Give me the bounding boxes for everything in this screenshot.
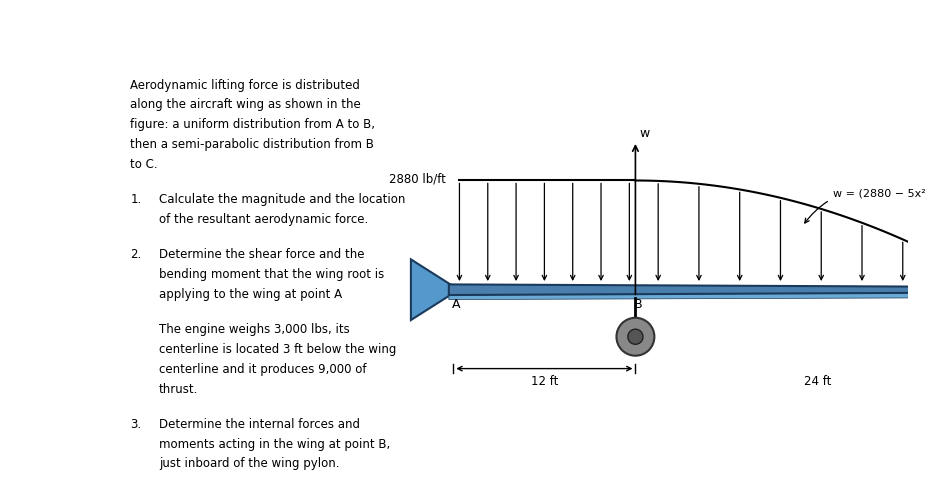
Text: moments acting in the wing at point B,: moments acting in the wing at point B, (159, 437, 390, 451)
Circle shape (616, 318, 654, 356)
Text: then a semi-parabolic distribution from B: then a semi-parabolic distribution from … (130, 138, 375, 151)
Text: 12 ft: 12 ft (531, 375, 558, 388)
Text: 1.: 1. (130, 193, 142, 206)
Text: w: w (640, 126, 650, 139)
Text: figure: a uniform distribution from A to B,: figure: a uniform distribution from A to… (130, 119, 375, 131)
Text: Calculate the magnitude and the location: Calculate the magnitude and the location (159, 193, 405, 206)
Text: The engine weighs 3,000 lbs, its: The engine weighs 3,000 lbs, its (159, 323, 349, 336)
Circle shape (628, 329, 643, 344)
Text: centerline is located 3 ft below the wing: centerline is located 3 ft below the win… (159, 343, 397, 356)
Text: w = (2880 − 5x²) lb/ft: w = (2880 − 5x²) lb/ft (805, 189, 927, 223)
Text: Aerodynamic lifting force is distributed: Aerodynamic lifting force is distributed (130, 78, 360, 92)
Text: Determine the shear force and the: Determine the shear force and the (159, 248, 364, 261)
Text: B: B (634, 298, 642, 311)
Polygon shape (449, 284, 927, 295)
Text: 2880 lb/ft: 2880 lb/ft (389, 173, 446, 186)
Text: Determine the internal forces and: Determine the internal forces and (159, 418, 360, 431)
Text: of the resultant aerodynamic force.: of the resultant aerodynamic force. (159, 213, 368, 226)
Text: applying to the wing at point A: applying to the wing at point A (159, 288, 342, 301)
Text: bending moment that the wing root is: bending moment that the wing root is (159, 268, 384, 281)
Text: just inboard of the wing pylon.: just inboard of the wing pylon. (159, 457, 339, 471)
Text: A: A (451, 298, 460, 311)
Text: along the aircraft wing as shown in the: along the aircraft wing as shown in the (130, 99, 361, 112)
Text: thrust.: thrust. (159, 382, 198, 396)
Polygon shape (449, 293, 927, 300)
Text: 3.: 3. (130, 418, 142, 431)
Text: to C.: to C. (130, 158, 158, 171)
Polygon shape (411, 259, 451, 320)
Text: 2.: 2. (130, 248, 142, 261)
Text: 24 ft: 24 ft (804, 375, 832, 388)
Text: centerline and it produces 9,000 of: centerline and it produces 9,000 of (159, 363, 366, 376)
